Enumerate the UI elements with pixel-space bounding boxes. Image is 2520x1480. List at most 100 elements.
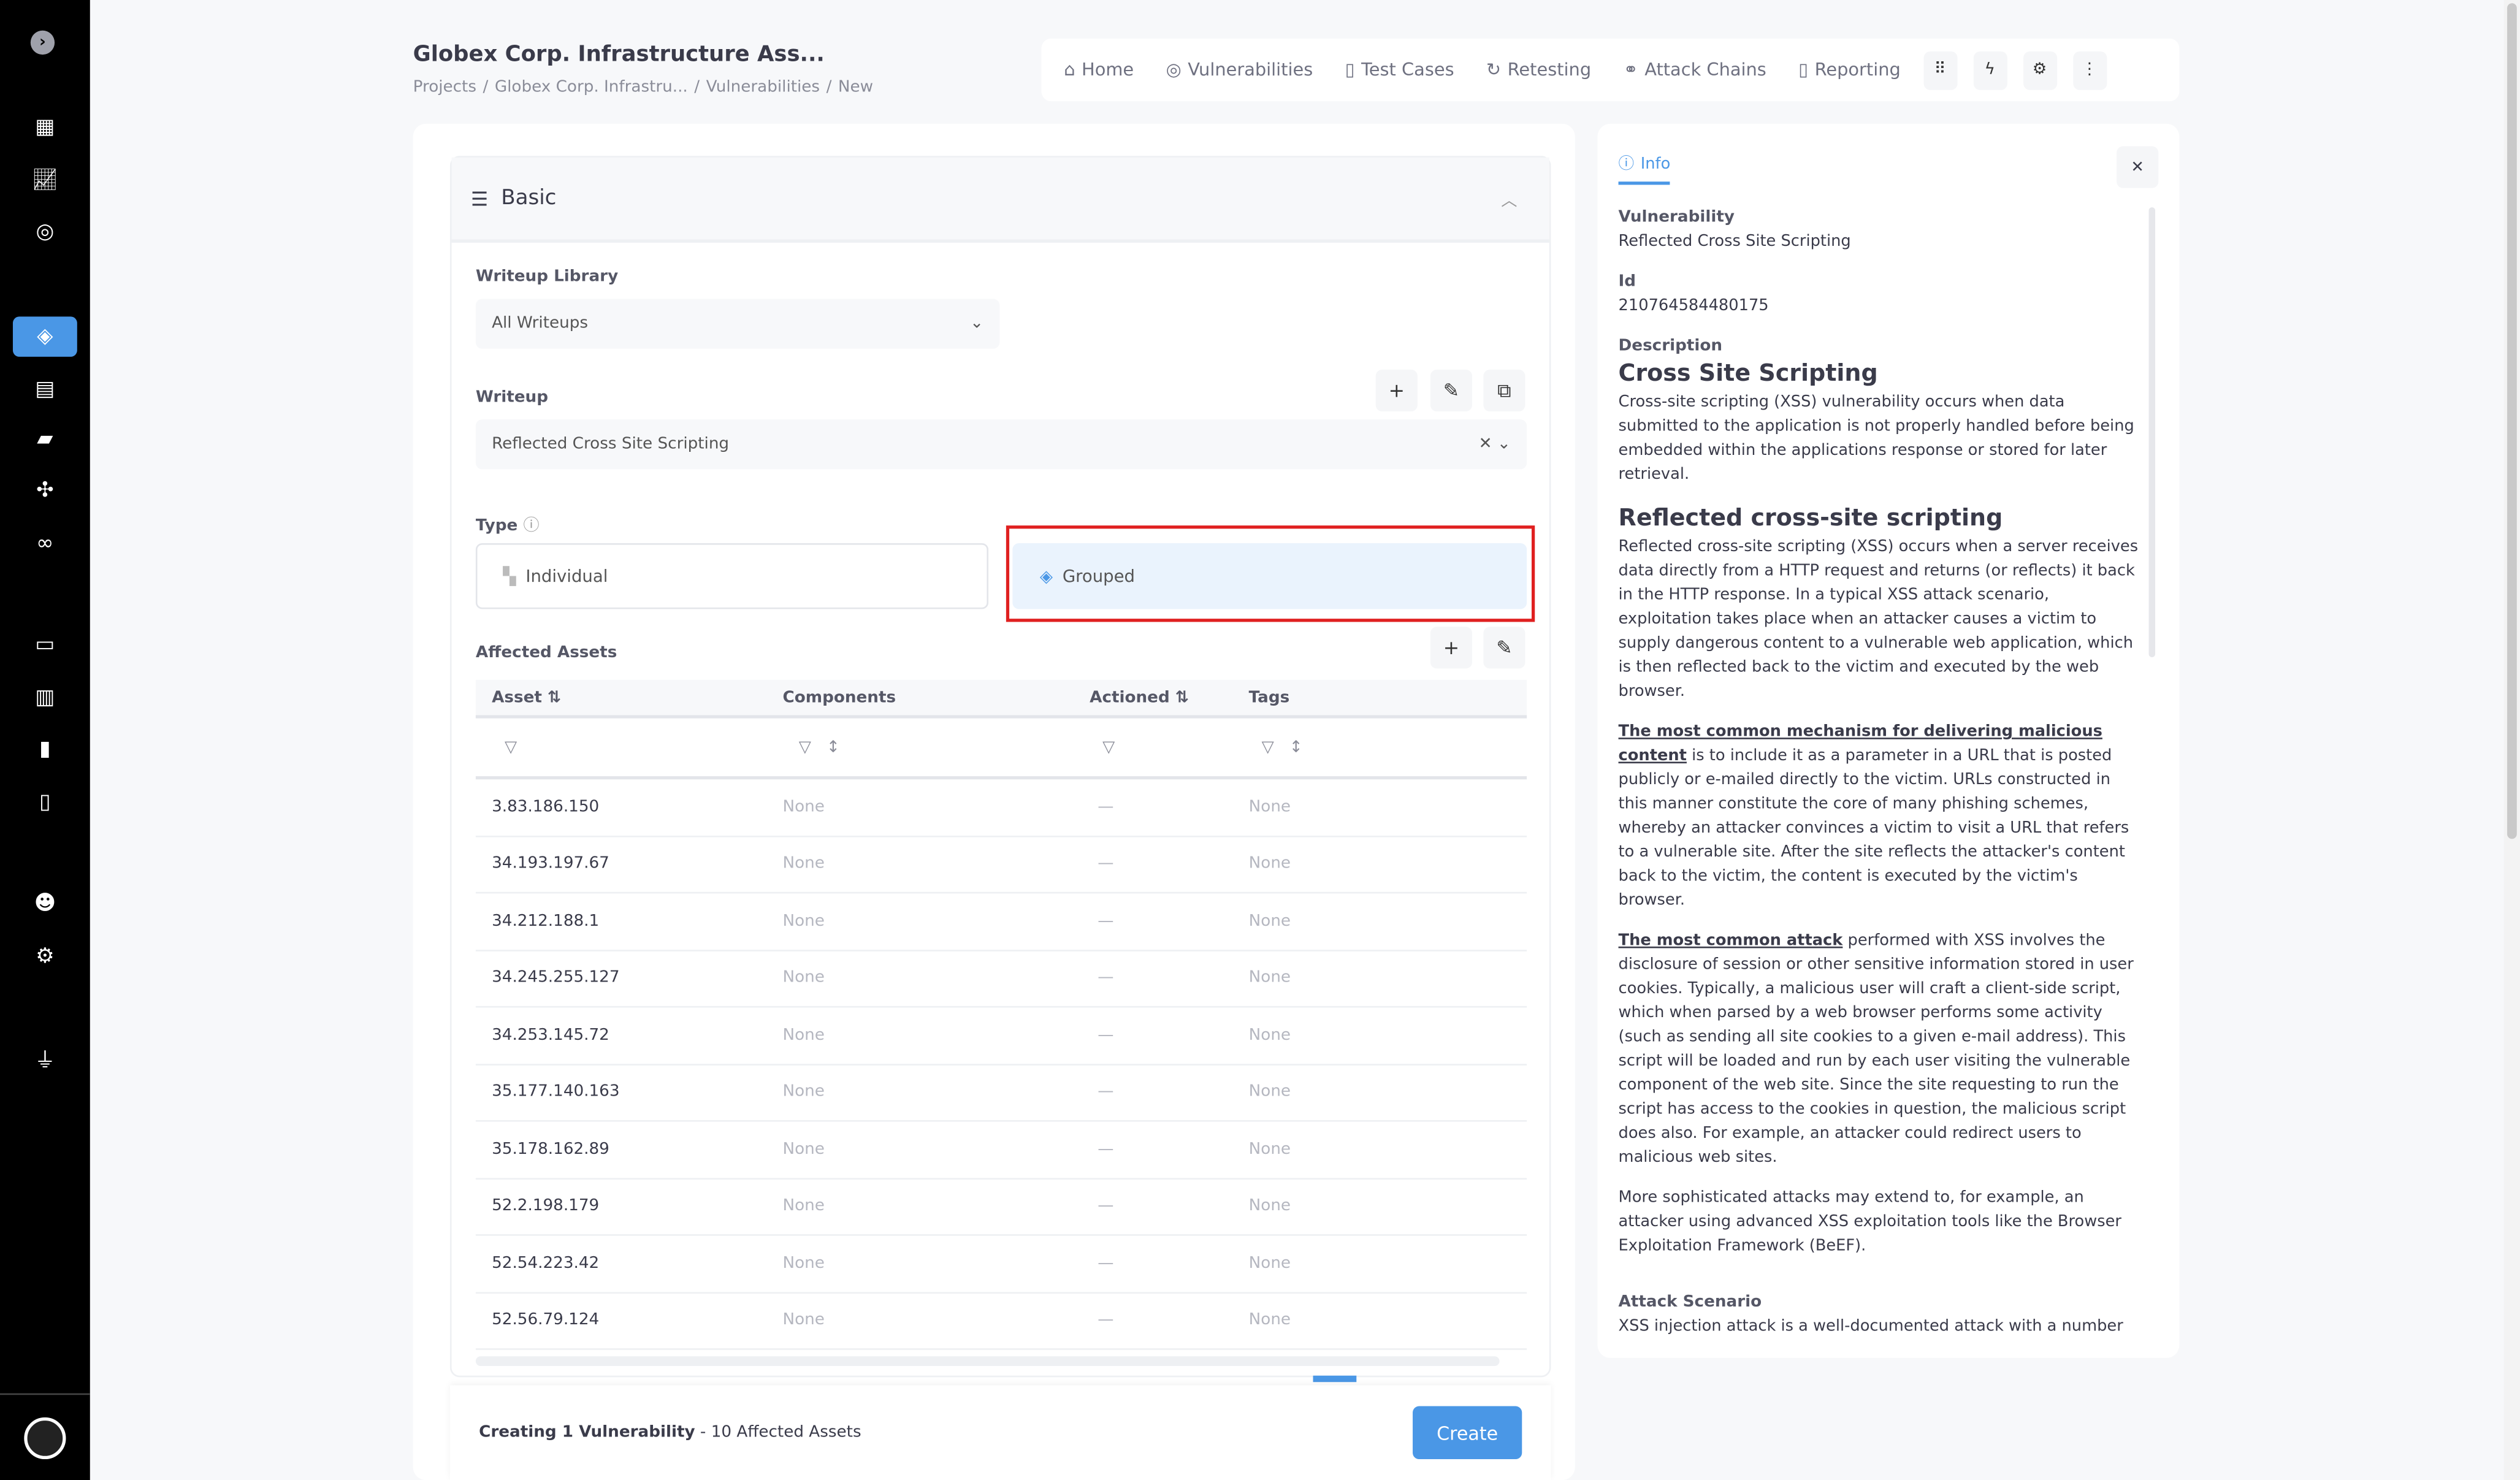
chevron-up-icon[interactable]: ︿ (1501, 193, 1518, 211)
table-row[interactable]: 34.212.188.1 None — None (475, 893, 1527, 951)
table-row[interactable]: 52.2.198.179 None — None (475, 1179, 1527, 1236)
table-row[interactable]: 34.193.197.67 None — None (475, 836, 1527, 894)
table-cell: 34.253.145.72 (492, 1026, 609, 1045)
info-tabs: ⓘ Info (1618, 124, 2159, 185)
monitor-icon[interactable]: ▭ (35, 632, 55, 657)
table-row[interactable]: 52.54.223.42 None — None (475, 1236, 1527, 1293)
table-cell: 34.212.188.1 (492, 912, 600, 931)
book-icon[interactable]: ▮ (39, 736, 51, 761)
table-row[interactable]: 34.253.145.72 None — None (475, 1007, 1527, 1065)
table-cell: — (1098, 1254, 1114, 1273)
description-paragraph: Reflected cross-site scripting (XSS) occ… (1618, 538, 2139, 701)
close-icon[interactable]: ✕ (2117, 146, 2159, 188)
target-icon[interactable]: ◎ (36, 219, 55, 244)
nav-reporting[interactable]: ▯ Reporting (1798, 59, 1901, 80)
sidebar: › ▦ 📈︎ ◎ ◈ ▤ ▰ ✣ ∞ ▭ ▥ ▮ ▯ ☻ ⚙ ⏚ (0, 0, 90, 1480)
description-heading: Cross Site Scripting (1618, 361, 1878, 387)
link-icon: ⚭ (1623, 59, 1638, 81)
nav-vulnerabilities[interactable]: ◎ Vulnerabilities (1166, 59, 1313, 80)
basic-section: ☰ Basic ︿ Writeup Library All Writeups ⌄ Wr… (449, 156, 1551, 1378)
clear-icon[interactable]: ✕ (1478, 435, 1492, 454)
components-icon[interactable]: ✣ (36, 478, 54, 503)
horizontal-scrollbar[interactable] (475, 1356, 1500, 1367)
analytics-icon[interactable]: 📈︎ (31, 167, 59, 193)
top-nav: ⌂ Home ◎ Vulnerabilities ▯ Test Cases ↻ Rete… (1041, 38, 2180, 102)
table-cell: None (782, 1140, 825, 1159)
table-cell: — (1098, 969, 1114, 988)
description-heading: Reflected cross-site scripting (1618, 506, 2003, 532)
document-icon[interactable]: ▯ (39, 790, 51, 814)
nav-label: Test Cases (1361, 59, 1454, 81)
link[interactable]: The most common mechanism for delivering… (1618, 723, 2102, 765)
nav-label: Attack Chains (1644, 59, 1766, 81)
individual-icon: ▚ (503, 566, 516, 586)
plug-icon[interactable]: ⏚ (34, 1048, 56, 1073)
page-scrollbar[interactable] (2503, 0, 2520, 1480)
type-grouped-option[interactable]: ◈ Grouped (1012, 543, 1527, 609)
type-individual-option[interactable]: ▚ Individual (475, 543, 989, 609)
section-header[interactable]: ☰ Basic ︿ (451, 157, 1549, 243)
table-row[interactable]: 3.83.186.150 None — None (475, 779, 1527, 837)
settings-icon[interactable]: ⚙ (36, 944, 55, 969)
grid-icon[interactable]: ⠿ (1923, 50, 1957, 90)
add-asset-button[interactable]: + (1430, 627, 1473, 669)
layers-icon[interactable]: ◈ (12, 316, 77, 357)
page-title: Globex Corp. Infrastructure Ass... (413, 42, 825, 68)
nav-retesting[interactable]: ↻ Retesting (1486, 59, 1591, 80)
edit-writeup-button[interactable]: ✎ (1430, 369, 1473, 412)
description-label: Description (1618, 337, 1723, 356)
table-cell: — (1098, 1197, 1114, 1216)
avatar[interactable] (0, 1393, 90, 1480)
library-icon[interactable]: ▥ (35, 685, 55, 710)
filter-icon[interactable]: ▽ ↕ (798, 738, 840, 757)
add-writeup-button[interactable]: + (1375, 369, 1418, 412)
nav-label: Vulnerabilities (1188, 59, 1313, 81)
link-icon[interactable]: ∞ (36, 531, 54, 555)
folder-icon[interactable]: ▰ (37, 426, 53, 451)
nav-label: Home (1082, 59, 1134, 81)
filter-icon[interactable]: ▽ (505, 738, 517, 757)
users-icon[interactable]: ☻ (34, 891, 56, 915)
create-button[interactable]: Create (1413, 1406, 1522, 1460)
link[interactable]: The most common attack (1618, 932, 1843, 950)
info-icon: ⓘ (1618, 156, 1635, 174)
affected-assets-label: Affected Assets (475, 644, 617, 662)
main-panel: ☰ Basic ︿ Writeup Library All Writeups ⌄ Wr… (413, 123, 1575, 1480)
col-components: Components (782, 689, 896, 707)
sort-icon: ⇅ (548, 689, 562, 707)
writeup-select[interactable]: Reflected Cross Site Scripting ✕ ⌄ (475, 419, 1527, 470)
gear-icon[interactable]: ⚙ (2023, 50, 2057, 90)
tab-info[interactable]: ⓘ Info (1618, 153, 1671, 185)
table-row[interactable]: 35.177.140.163 None — None (475, 1065, 1527, 1122)
edit-assets-button[interactable]: ✎ (1483, 627, 1525, 669)
footer-bar: Creating 1 Vulnerability - 10 Affected A… (449, 1385, 1551, 1480)
table-cell: None (1248, 1311, 1291, 1330)
filter-row: ▽ ▽ ↕ ▽ ▽ ↕ (475, 719, 1527, 780)
breadcrumb-projects[interactable]: Projects (413, 78, 477, 97)
expand-sidebar-button[interactable]: › (30, 30, 55, 55)
breadcrumb-vulnerabilities[interactable]: Vulnerabilities (706, 78, 820, 97)
table-cell: None (1248, 1140, 1291, 1159)
copy-writeup-button[interactable]: ⧉ (1483, 369, 1525, 412)
target-icon: ◎ (1166, 59, 1182, 81)
nav-home[interactable]: ⌂ Home (1064, 59, 1134, 80)
id-label: Id (1618, 273, 1636, 291)
lightning-icon[interactable]: ϟ (1972, 50, 2007, 90)
breadcrumb-project[interactable]: Globex Corp. Infrastru... (494, 78, 688, 97)
status-text: Creating 1 Vulnerability - 10 Affected A… (479, 1424, 861, 1442)
table-row[interactable]: 34.245.255.127 None — None (475, 950, 1527, 1008)
filter-icon[interactable]: ▽ ↕ (1261, 738, 1303, 757)
table-row[interactable]: 52.56.79.124 None — None (475, 1293, 1527, 1350)
info-scrollbar[interactable] (2148, 207, 2156, 658)
table-cell: None (782, 1083, 825, 1102)
nav-test-cases[interactable]: ▯ Test Cases (1345, 59, 1454, 80)
writeup-library-select[interactable]: All Writeups ⌄ (475, 299, 1000, 349)
dashboard-icon[interactable]: ▦ (35, 115, 55, 139)
col-actioned[interactable]: Actioned ⇅ (1090, 689, 1189, 707)
more-vertical-icon[interactable]: ⋮ (2072, 50, 2107, 90)
nav-attack-chains[interactable]: ⚭ Attack Chains (1624, 59, 1766, 80)
table-row[interactable]: 35.178.162.89 None — None (475, 1122, 1527, 1179)
calendar-icon[interactable]: ▤ (35, 376, 55, 401)
filter-icon[interactable]: ▽ (1102, 738, 1115, 757)
col-asset[interactable]: Asset ⇅ (492, 689, 562, 707)
